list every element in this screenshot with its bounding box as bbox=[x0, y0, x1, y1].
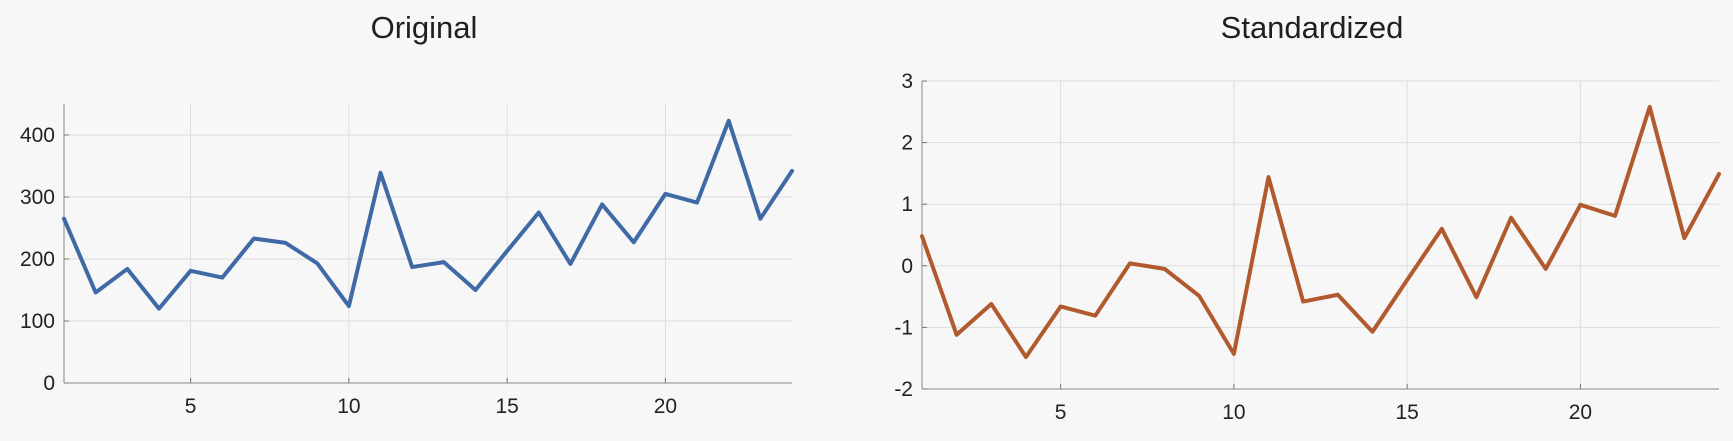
standardized-series bbox=[920, 104, 1721, 359]
standardized-tick-labels: -2 -1 0 1 2 3 5 10 15 20 bbox=[894, 70, 1592, 424]
y-tick-label: 0 bbox=[43, 372, 55, 395]
x-tick-label: 10 bbox=[337, 395, 360, 418]
standardized-gridlines bbox=[922, 80, 1719, 390]
x-tick-label: 10 bbox=[1222, 401, 1245, 424]
standardized-series-line bbox=[920, 104, 1721, 359]
x-tick-label: 5 bbox=[185, 395, 197, 418]
original-series bbox=[62, 118, 794, 311]
y-tick-label: 300 bbox=[20, 186, 55, 209]
original-chart: Original 0 100 200 300 400 5 10 15 20 bbox=[20, 10, 794, 418]
original-tick-labels: 0 100 200 300 400 5 10 15 20 bbox=[20, 124, 677, 418]
y-tick-label: 3 bbox=[901, 70, 913, 93]
y-tick-label: 100 bbox=[20, 310, 55, 333]
original-series-line bbox=[62, 118, 794, 311]
x-tick-label: 15 bbox=[1395, 401, 1418, 424]
x-tick-label: 15 bbox=[495, 395, 518, 418]
y-tick-label: 2 bbox=[901, 132, 913, 155]
original-axes bbox=[63, 104, 792, 384]
y-tick-label: 1 bbox=[901, 193, 913, 216]
x-tick-label: 5 bbox=[1055, 401, 1067, 424]
y-tick-label: 0 bbox=[901, 255, 913, 278]
original-chart-title: Original bbox=[371, 10, 478, 45]
y-tick-label: 200 bbox=[20, 248, 55, 271]
standardized-chart: Standardized -2 -1 0 1 2 3 5 10 15 20 bbox=[894, 10, 1721, 424]
y-tick-label: -2 bbox=[894, 378, 913, 401]
x-tick-label: 20 bbox=[654, 395, 677, 418]
y-tick-label: -1 bbox=[894, 316, 913, 339]
y-tick-label: 400 bbox=[20, 124, 55, 147]
standardized-chart-title: Standardized bbox=[1221, 10, 1404, 45]
standardized-axes bbox=[921, 80, 1719, 390]
x-tick-label: 20 bbox=[1569, 401, 1592, 424]
original-gridlines bbox=[64, 104, 792, 384]
